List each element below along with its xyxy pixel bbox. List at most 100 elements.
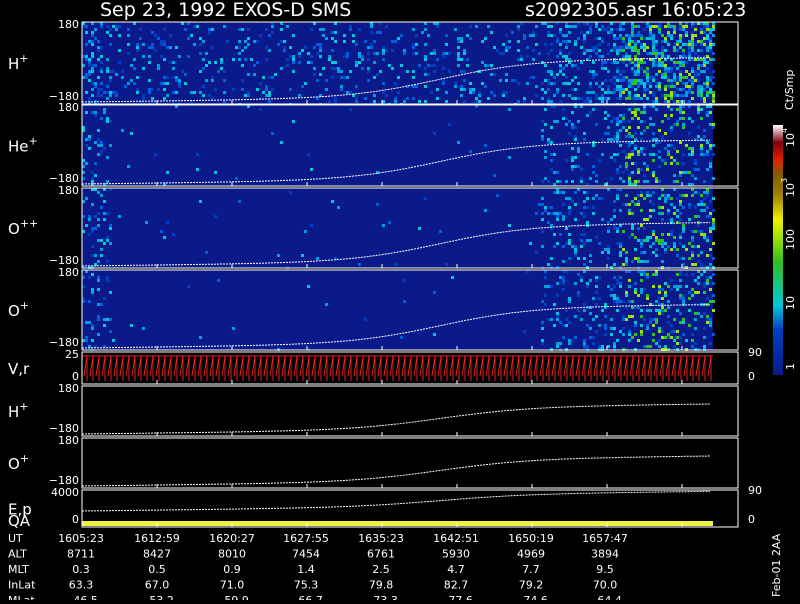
spectrogram-cell [457,40,460,43]
spectrogram-cell [103,345,106,348]
spectrogram-cell [100,144,103,147]
spectrogram-cell [469,91,472,94]
spectrogram-cell [634,162,637,165]
spectrogram-cell [634,73,637,76]
spectrogram-cell [613,294,616,297]
spectrogram-cell [283,49,286,52]
spectrogram-cell [106,236,109,239]
spectrogram-cell [160,55,163,58]
spectrogram-cell [544,22,547,25]
spectrogram-cell [709,105,712,108]
table-cell: 7.7 [522,563,540,576]
spectrogram-cell [535,94,538,97]
spectrogram-cell [181,22,184,25]
spectrogram-cell [364,40,367,43]
spectrogram-cell [664,76,667,79]
spectrogram-cell [532,31,535,34]
velocity-trace [323,355,328,381]
spectrogram-cell [178,79,181,82]
spectrogram-cell [676,79,679,82]
spectrogram-cell [448,123,451,126]
spectrogram-cell [178,85,181,88]
spectrogram-cell [655,25,658,28]
spectrogram-cell [637,58,640,61]
spectrogram-cell [586,97,589,100]
spectrogram-cell [676,180,679,183]
spectrogram-cell [610,120,613,123]
spectrogram-cell [91,324,94,327]
spectrogram-cell [637,270,640,273]
spectrogram-cell [199,52,202,55]
spectrogram-cell [247,73,250,76]
spectrogram-cell [709,230,712,233]
spectrogram-cell [640,273,643,276]
row-label: MLat [8,594,35,600]
spectrogram-cell [625,162,628,165]
spectrogram-cell [619,276,622,279]
spectrogram-cell [652,79,655,82]
spectrogram-cell [385,25,388,28]
spectrogram-cell [97,191,100,194]
spectrogram-cell [562,245,565,248]
spectrogram-bg [82,105,713,186]
spectrogram-cell [625,291,628,294]
spectrogram-cell [676,100,679,103]
spectrogram-cell [691,79,694,82]
spectrogram-cell [700,194,703,197]
spectrogram-cell [613,159,616,162]
spectrogram-cell [349,70,352,73]
spectrogram-cell [88,61,91,64]
spectrogram-cell [613,297,616,300]
spectrogram-cell [691,236,694,239]
spectrogram-cell [487,97,490,100]
spectrogram-cell [376,203,379,206]
spectrogram-cell [565,64,568,67]
spectrogram-cell [547,318,550,321]
spectrogram-cell [361,55,364,58]
spectrogram-cell [703,312,706,315]
table-cell: 1627:55 [283,532,329,545]
spectrogram-cell [652,242,655,245]
spectrogram-cell [541,88,544,91]
spectrogram-cell [688,117,691,120]
spectrogram-cell [664,309,667,312]
spectrogram-cell [670,144,673,147]
table-cell: −74.6 [514,594,548,600]
spectrogram-cell [94,82,97,85]
velocity-trace [629,355,634,381]
spectrogram-cell [685,85,688,88]
spectrogram-cell [631,260,634,263]
spectrogram-cell [661,260,664,263]
spectrogram-cell [637,94,640,97]
spectrogram-cell [706,55,709,58]
spectrogram-cell [661,330,664,333]
spectrogram-cell [586,91,589,94]
spectrogram-cell [319,73,322,76]
spectrogram-cell [595,82,598,85]
spectrogram-cell [544,285,547,288]
spectrogram-cell [655,239,658,242]
spectrogram-cell [655,43,658,46]
spectrogram-cell [607,188,610,191]
spectrogram-cell [427,64,430,67]
spectrogram-cell [631,336,634,339]
spectrogram-cell [640,147,643,150]
spectrogram-cell [652,25,655,28]
spectrogram-cell [655,254,658,257]
spectrogram-cell [697,73,700,76]
spectrogram-cell [676,330,679,333]
velocity-trace [293,355,298,381]
spectrogram-cell [172,233,175,236]
spectrogram-cell [658,25,661,28]
spectrogram-cell [640,245,643,248]
spectrogram-cell [223,79,226,82]
spectrogram-cell [676,288,679,291]
spectrogram-cell [556,212,559,215]
velocity-trace [251,355,256,381]
spectrogram-cell [628,209,631,212]
table-cell: −59.9 [215,594,249,600]
spectrogram-cell [553,105,556,108]
spectrogram-cell [634,282,637,285]
spectrogram-cell [85,58,88,61]
spectrogram-cell [118,25,121,28]
